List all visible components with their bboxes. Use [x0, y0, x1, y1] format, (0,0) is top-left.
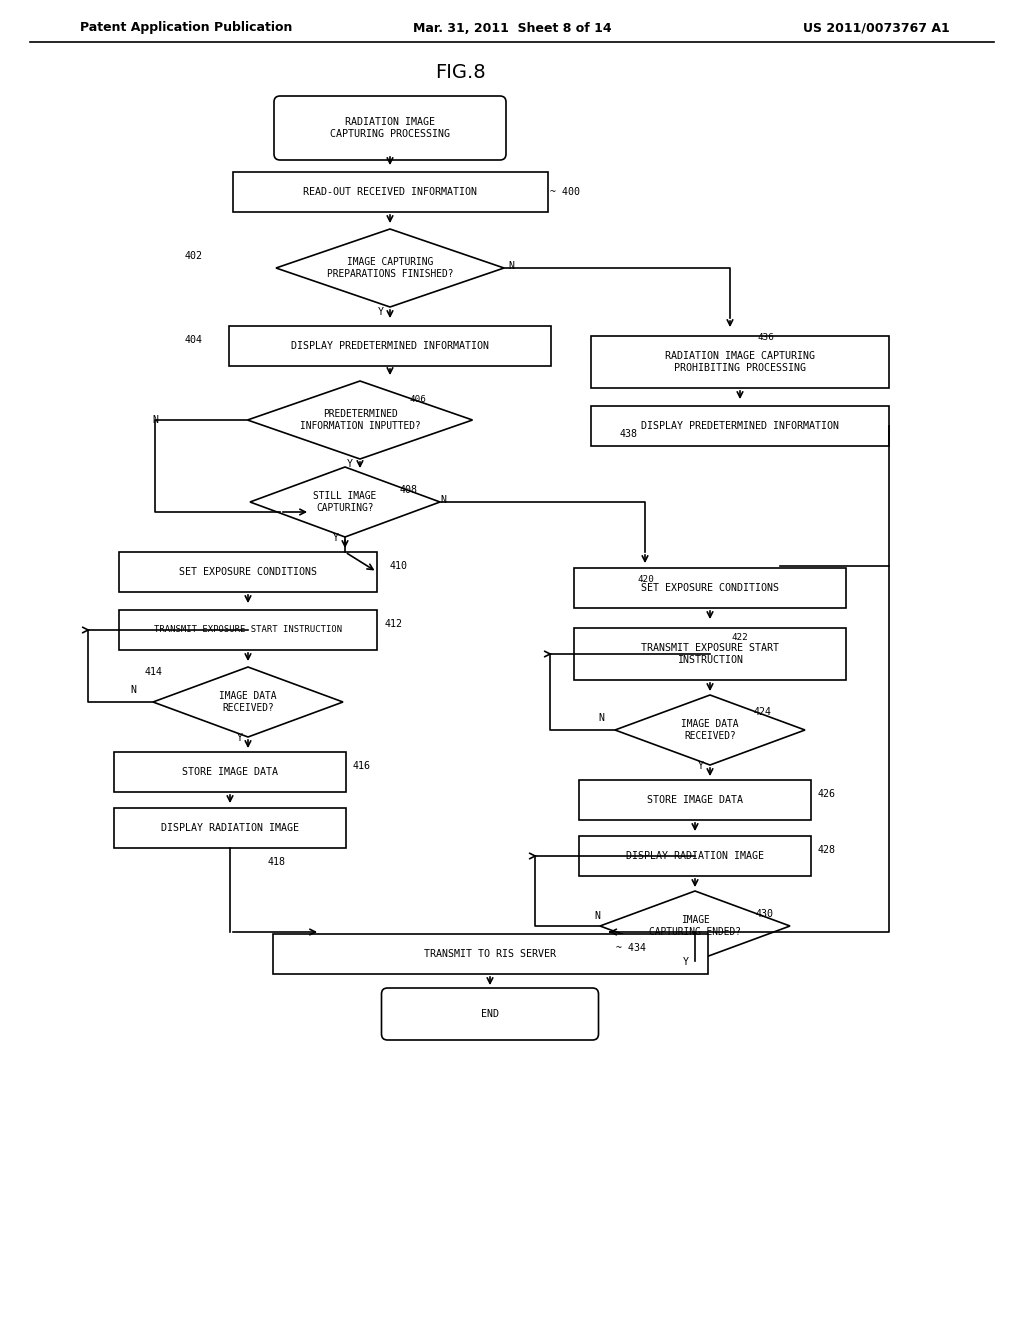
Text: IMAGE CAPTURING
PREPARATIONS FINISHED?: IMAGE CAPTURING PREPARATIONS FINISHED? [327, 257, 454, 279]
Text: 408: 408 [400, 484, 418, 495]
Text: 436: 436 [758, 334, 775, 342]
Bar [574, 568, 846, 609]
Text: 412: 412 [385, 619, 403, 630]
Bar [272, 935, 708, 974]
Bar [114, 752, 346, 792]
Text: Y: Y [237, 733, 243, 743]
Text: ~ 434: ~ 434 [616, 942, 646, 953]
Bar [574, 628, 846, 680]
Text: Y: Y [378, 308, 384, 317]
Polygon shape [153, 667, 343, 737]
Text: Y: Y [683, 957, 689, 968]
Text: 410: 410 [390, 561, 408, 572]
Polygon shape [276, 228, 504, 308]
Text: STORE IMAGE DATA: STORE IMAGE DATA [647, 795, 743, 805]
Bar [114, 808, 346, 847]
Bar [119, 552, 377, 591]
Text: IMAGE DATA
RECEIVED?: IMAGE DATA RECEIVED? [219, 692, 276, 713]
Text: 426: 426 [818, 789, 836, 799]
Text: END: END [481, 1008, 499, 1019]
Bar [229, 326, 551, 366]
Text: N: N [130, 685, 136, 696]
Bar [591, 407, 889, 446]
Text: N: N [594, 911, 600, 921]
Text: 428: 428 [818, 845, 836, 855]
Text: IMAGE
CAPTURING ENDED?: IMAGE CAPTURING ENDED? [649, 915, 741, 937]
Text: 424: 424 [754, 708, 772, 717]
Text: TRANSMIT TO RIS SERVER: TRANSMIT TO RIS SERVER [424, 949, 556, 960]
Text: DISPLAY RADIATION IMAGE: DISPLAY RADIATION IMAGE [161, 822, 299, 833]
Text: RADIATION IMAGE
CAPTURING PROCESSING: RADIATION IMAGE CAPTURING PROCESSING [330, 117, 450, 139]
Text: STILL IMAGE
CAPTURING?: STILL IMAGE CAPTURING? [313, 491, 377, 512]
Text: 402: 402 [185, 251, 203, 261]
Polygon shape [250, 467, 440, 537]
Text: 404: 404 [185, 335, 203, 345]
Polygon shape [615, 696, 805, 766]
Bar [579, 780, 811, 820]
Bar [119, 610, 377, 649]
Text: N: N [440, 495, 446, 506]
Text: US 2011/0073767 A1: US 2011/0073767 A1 [803, 21, 950, 34]
Text: RADIATION IMAGE CAPTURING
PROHIBITING PROCESSING: RADIATION IMAGE CAPTURING PROHIBITING PR… [665, 351, 815, 372]
Text: 420: 420 [638, 576, 655, 585]
Text: Y: Y [333, 533, 339, 543]
Text: N: N [598, 713, 604, 723]
Text: 416: 416 [353, 762, 371, 771]
Text: 438: 438 [620, 429, 638, 440]
FancyBboxPatch shape [274, 96, 506, 160]
Text: DISPLAY PREDETERMINED INFORMATION: DISPLAY PREDETERMINED INFORMATION [291, 341, 489, 351]
Text: Y: Y [698, 762, 705, 771]
FancyBboxPatch shape [382, 987, 598, 1040]
Text: 430: 430 [756, 909, 774, 919]
Text: DISPLAY PREDETERMINED INFORMATION: DISPLAY PREDETERMINED INFORMATION [641, 421, 839, 432]
Bar [579, 836, 811, 876]
Text: 414: 414 [145, 667, 163, 677]
Text: N: N [152, 414, 158, 425]
Text: Patent Application Publication: Patent Application Publication [80, 21, 293, 34]
Text: Mar. 31, 2011  Sheet 8 of 14: Mar. 31, 2011 Sheet 8 of 14 [413, 21, 611, 34]
Text: DISPLAY RADIATION IMAGE: DISPLAY RADIATION IMAGE [626, 851, 764, 861]
Text: N: N [508, 261, 514, 271]
Text: Y: Y [347, 459, 353, 469]
Text: STORE IMAGE DATA: STORE IMAGE DATA [182, 767, 278, 777]
Text: TRANSMIT EXPOSURE START
INSTRUCTION: TRANSMIT EXPOSURE START INSTRUCTION [641, 643, 779, 665]
Polygon shape [248, 381, 472, 459]
Text: IMAGE DATA
RECEIVED?: IMAGE DATA RECEIVED? [681, 719, 738, 741]
Bar [591, 337, 889, 388]
Text: 418: 418 [268, 857, 286, 867]
Text: FIG.8: FIG.8 [434, 62, 485, 82]
Text: 422: 422 [732, 634, 749, 643]
Text: SET EXPOSURE CONDITIONS: SET EXPOSURE CONDITIONS [179, 568, 317, 577]
Text: TRANSMIT EXPOSURE START INSTRUCTION: TRANSMIT EXPOSURE START INSTRUCTION [154, 626, 342, 635]
Bar [232, 172, 548, 213]
Polygon shape [600, 891, 790, 961]
Text: SET EXPOSURE CONDITIONS: SET EXPOSURE CONDITIONS [641, 583, 779, 593]
Text: 406: 406 [410, 396, 427, 404]
Text: PREDETERMINED
INFORMATION INPUTTED?: PREDETERMINED INFORMATION INPUTTED? [300, 409, 421, 430]
Text: READ-OUT RECEIVED INFORMATION: READ-OUT RECEIVED INFORMATION [303, 187, 477, 197]
Text: ~ 400: ~ 400 [550, 187, 580, 197]
